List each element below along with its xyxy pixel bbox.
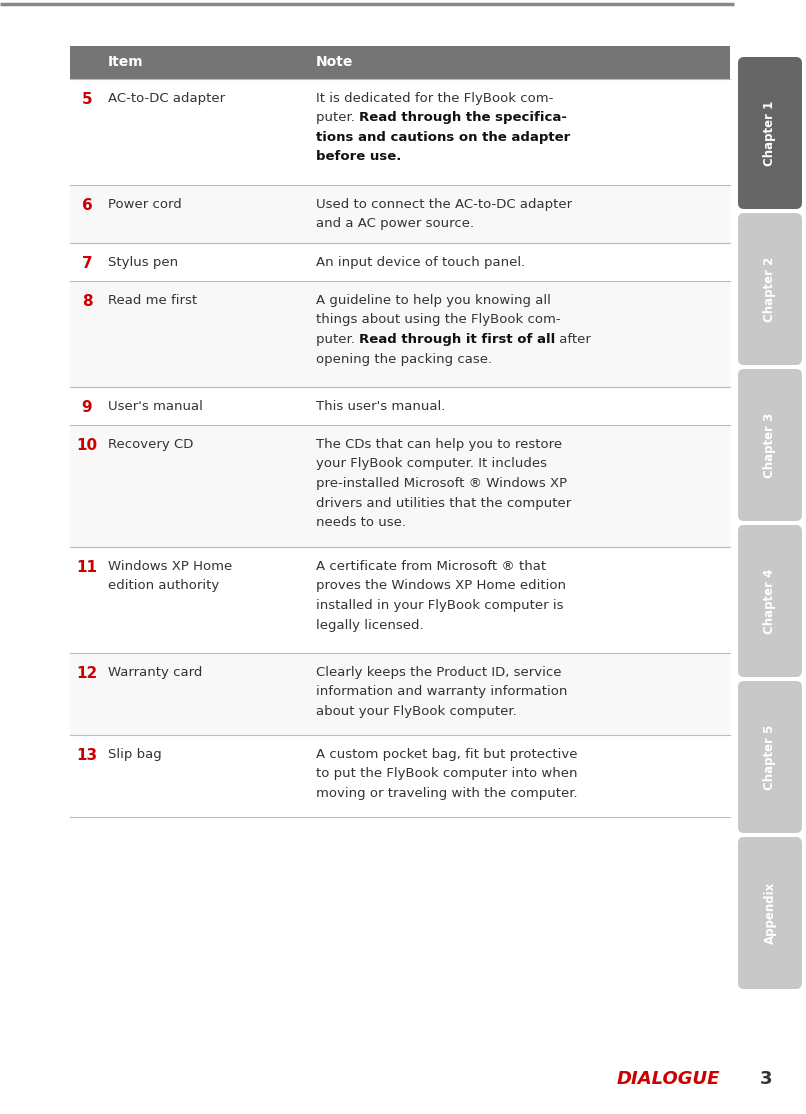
- Bar: [70, 79, 730, 185]
- Text: A guideline to help you knowing all: A guideline to help you knowing all: [316, 294, 550, 307]
- Text: Windows XP Home: Windows XP Home: [108, 560, 232, 573]
- Text: pre-installed Microsoft ® Windows XP: pre-installed Microsoft ® Windows XP: [316, 477, 567, 490]
- Text: DIALOGUE: DIALOGUE: [617, 1071, 721, 1088]
- Text: edition authority: edition authority: [108, 579, 219, 593]
- FancyBboxPatch shape: [738, 213, 802, 365]
- Bar: [70, 426, 730, 547]
- Text: Recovery CD: Recovery CD: [108, 438, 193, 451]
- Text: Chapter 4: Chapter 4: [763, 568, 776, 634]
- FancyBboxPatch shape: [738, 525, 802, 677]
- Text: your FlyBook computer. It includes: your FlyBook computer. It includes: [316, 458, 547, 470]
- Text: Appendix: Appendix: [763, 882, 776, 945]
- Text: drivers and utilities that the computer: drivers and utilities that the computer: [316, 497, 571, 509]
- Text: to put the FlyBook computer into when: to put the FlyBook computer into when: [316, 768, 578, 781]
- Bar: [70, 243, 730, 281]
- Text: The CDs that can help you to restore: The CDs that can help you to restore: [316, 438, 562, 451]
- Text: Chapter 1: Chapter 1: [763, 100, 776, 166]
- Text: Power cord: Power cord: [108, 198, 181, 211]
- Text: 7: 7: [81, 256, 93, 271]
- Text: things about using the FlyBook com-: things about using the FlyBook com-: [316, 313, 561, 326]
- Text: User's manual: User's manual: [108, 400, 203, 413]
- Text: Chapter 5: Chapter 5: [763, 724, 776, 790]
- Text: AC-to-DC adapter: AC-to-DC adapter: [108, 92, 225, 105]
- FancyBboxPatch shape: [738, 369, 802, 521]
- Text: installed in your FlyBook computer is: installed in your FlyBook computer is: [316, 599, 563, 612]
- Bar: [70, 387, 730, 426]
- Text: after: after: [555, 333, 592, 346]
- Text: Slip bag: Slip bag: [108, 747, 162, 761]
- Text: Item: Item: [108, 56, 143, 69]
- Bar: [70, 46, 730, 79]
- Text: Note: Note: [316, 56, 353, 69]
- Text: Chapter 2: Chapter 2: [763, 256, 776, 322]
- Text: about your FlyBook computer.: about your FlyBook computer.: [316, 705, 517, 719]
- Text: 9: 9: [81, 400, 93, 416]
- Text: moving or traveling with the computer.: moving or traveling with the computer.: [316, 786, 578, 800]
- Text: Read through the specifica-: Read through the specifica-: [359, 111, 567, 125]
- Text: and a AC power source.: and a AC power source.: [316, 217, 474, 231]
- FancyBboxPatch shape: [738, 57, 802, 209]
- Text: puter.: puter.: [316, 111, 359, 125]
- Text: 11: 11: [77, 560, 98, 575]
- Bar: [70, 735, 730, 817]
- Text: A certificate from Microsoft ® that: A certificate from Microsoft ® that: [316, 560, 546, 573]
- Text: 6: 6: [81, 198, 93, 213]
- Bar: [70, 281, 730, 387]
- Text: opening the packing case.: opening the packing case.: [316, 352, 492, 365]
- Text: before use.: before use.: [316, 150, 401, 164]
- Text: 12: 12: [77, 666, 98, 681]
- Bar: [70, 547, 730, 653]
- Text: legally licensed.: legally licensed.: [316, 618, 424, 632]
- Text: Clearly keeps the Product ID, service: Clearly keeps the Product ID, service: [316, 666, 562, 680]
- Text: It is dedicated for the FlyBook com-: It is dedicated for the FlyBook com-: [316, 92, 554, 105]
- Text: Stylus pen: Stylus pen: [108, 256, 178, 268]
- Text: 10: 10: [77, 438, 98, 453]
- Text: A custom pocket bag, fit but protective: A custom pocket bag, fit but protective: [316, 747, 578, 761]
- Text: 8: 8: [81, 294, 93, 309]
- Text: tions and cautions on the adapter: tions and cautions on the adapter: [316, 131, 571, 144]
- Bar: [70, 185, 730, 243]
- FancyBboxPatch shape: [738, 681, 802, 833]
- Text: An input device of touch panel.: An input device of touch panel.: [316, 256, 526, 268]
- Text: information and warranty information: information and warranty information: [316, 685, 567, 698]
- Text: Read me first: Read me first: [108, 294, 197, 307]
- Text: 5: 5: [81, 92, 93, 107]
- Text: Used to connect the AC-to-DC adapter: Used to connect the AC-to-DC adapter: [316, 198, 572, 211]
- Text: 13: 13: [77, 747, 98, 763]
- Text: needs to use.: needs to use.: [316, 516, 406, 529]
- Text: This user's manual.: This user's manual.: [316, 400, 446, 413]
- Text: puter.: puter.: [316, 333, 359, 346]
- Bar: [70, 653, 730, 735]
- Text: 3: 3: [760, 1071, 772, 1088]
- Text: proves the Windows XP Home edition: proves the Windows XP Home edition: [316, 579, 566, 593]
- Text: Read through it first of all: Read through it first of all: [359, 333, 555, 346]
- Text: Warranty card: Warranty card: [108, 666, 202, 680]
- FancyBboxPatch shape: [738, 837, 802, 989]
- Text: Chapter 3: Chapter 3: [763, 412, 776, 478]
